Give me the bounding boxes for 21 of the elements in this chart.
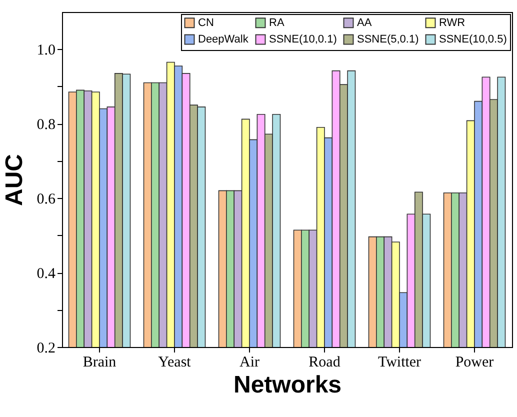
legend-label: SSNE(10,0.5) <box>439 34 507 46</box>
legend-label: CN <box>198 16 214 29</box>
y-tick-label: 0.8 <box>36 117 56 134</box>
legend-label: DeepWalk <box>198 34 249 46</box>
x-tick-label: Yeast <box>158 354 192 370</box>
legend-label: SSNE(5,0.1) <box>357 34 419 46</box>
legend-label: RA <box>269 16 285 29</box>
x-tick-label: Power <box>455 354 494 370</box>
x-tick-label: Air <box>240 354 260 370</box>
x-tick-label: Brain <box>82 354 117 370</box>
legend-label: SSNE(10,0.1) <box>269 34 337 46</box>
y-tick-label: 0.6 <box>36 192 56 208</box>
y-tick-label: 0.2 <box>36 340 56 356</box>
y-axis-title: AUC <box>0 154 28 206</box>
x-axis-title: Networks <box>233 372 342 398</box>
legend-label: RWR <box>439 16 466 29</box>
x-tick-label: Twitter <box>378 354 422 370</box>
legend-label: AA <box>357 16 372 29</box>
y-tick-label: 1.0 <box>36 42 56 59</box>
y-tick-label: 0.4 <box>36 266 56 282</box>
x-tick-label: Road <box>308 354 341 370</box>
